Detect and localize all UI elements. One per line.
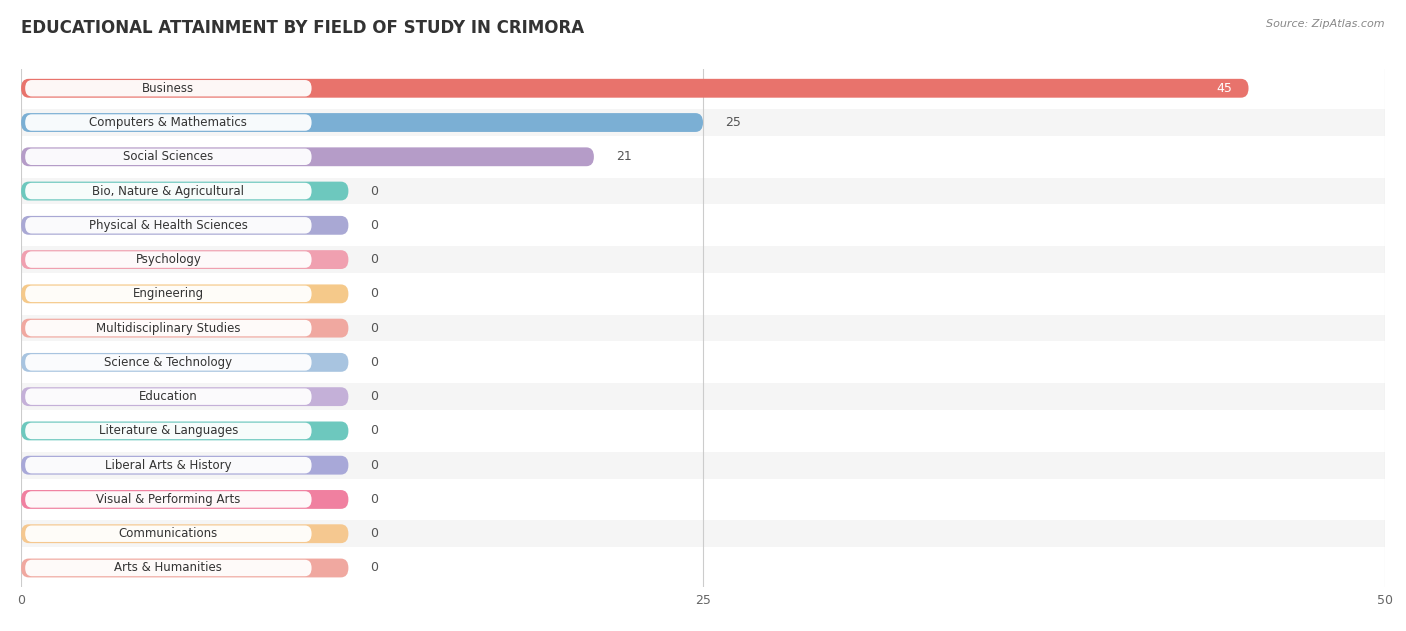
Text: 0: 0	[370, 425, 378, 437]
Text: Engineering: Engineering	[132, 287, 204, 300]
Text: Visual & Performing Arts: Visual & Performing Arts	[96, 493, 240, 506]
Text: 0: 0	[370, 493, 378, 506]
FancyBboxPatch shape	[25, 183, 312, 199]
Bar	[21, 178, 1385, 204]
Text: 0: 0	[370, 356, 378, 369]
Text: Liberal Arts & History: Liberal Arts & History	[105, 459, 232, 472]
Text: 0: 0	[370, 459, 378, 472]
FancyBboxPatch shape	[21, 182, 349, 201]
FancyBboxPatch shape	[21, 524, 349, 543]
Bar	[21, 521, 1385, 547]
Text: Computers & Mathematics: Computers & Mathematics	[90, 116, 247, 129]
FancyBboxPatch shape	[25, 354, 312, 370]
FancyBboxPatch shape	[25, 389, 312, 405]
FancyBboxPatch shape	[21, 79, 1249, 98]
FancyBboxPatch shape	[21, 148, 593, 166]
FancyBboxPatch shape	[25, 217, 312, 233]
FancyBboxPatch shape	[25, 491, 312, 508]
Text: Communications: Communications	[118, 528, 218, 540]
Bar	[21, 452, 1385, 478]
Text: Physical & Health Sciences: Physical & Health Sciences	[89, 219, 247, 232]
Text: 45: 45	[1216, 82, 1232, 95]
FancyBboxPatch shape	[21, 250, 349, 269]
Text: Bio, Nature & Agricultural: Bio, Nature & Agricultural	[93, 184, 245, 198]
Text: 25: 25	[725, 116, 741, 129]
Bar	[21, 555, 1385, 581]
FancyBboxPatch shape	[21, 456, 349, 475]
Bar	[21, 143, 1385, 170]
Bar	[21, 75, 1385, 102]
Text: Multidisciplinary Studies: Multidisciplinary Studies	[96, 322, 240, 334]
FancyBboxPatch shape	[21, 558, 349, 577]
Bar	[21, 246, 1385, 273]
FancyBboxPatch shape	[21, 216, 349, 235]
FancyBboxPatch shape	[25, 148, 312, 165]
Text: 0: 0	[370, 184, 378, 198]
FancyBboxPatch shape	[25, 251, 312, 268]
Bar	[21, 349, 1385, 375]
FancyBboxPatch shape	[25, 114, 312, 131]
FancyBboxPatch shape	[25, 286, 312, 302]
Bar	[21, 212, 1385, 239]
FancyBboxPatch shape	[21, 113, 703, 132]
Text: EDUCATIONAL ATTAINMENT BY FIELD OF STUDY IN CRIMORA: EDUCATIONAL ATTAINMENT BY FIELD OF STUDY…	[21, 19, 585, 37]
FancyBboxPatch shape	[21, 490, 349, 509]
Text: Science & Technology: Science & Technology	[104, 356, 232, 369]
FancyBboxPatch shape	[21, 353, 349, 372]
FancyBboxPatch shape	[25, 526, 312, 542]
Text: 0: 0	[370, 287, 378, 300]
Text: Literature & Languages: Literature & Languages	[98, 425, 238, 437]
Text: Business: Business	[142, 82, 194, 95]
Bar	[21, 315, 1385, 341]
FancyBboxPatch shape	[21, 285, 349, 304]
Text: 0: 0	[370, 219, 378, 232]
Text: 0: 0	[370, 562, 378, 574]
FancyBboxPatch shape	[25, 80, 312, 97]
FancyBboxPatch shape	[21, 387, 349, 406]
Bar	[21, 109, 1385, 136]
Bar	[21, 486, 1385, 513]
FancyBboxPatch shape	[25, 423, 312, 439]
Bar	[21, 383, 1385, 410]
FancyBboxPatch shape	[25, 457, 312, 473]
Text: 0: 0	[370, 253, 378, 266]
Text: 21: 21	[616, 150, 631, 163]
FancyBboxPatch shape	[25, 560, 312, 576]
Text: Education: Education	[139, 390, 198, 403]
Text: Source: ZipAtlas.com: Source: ZipAtlas.com	[1267, 19, 1385, 29]
FancyBboxPatch shape	[21, 422, 349, 440]
Text: 0: 0	[370, 322, 378, 334]
Bar	[21, 281, 1385, 307]
Text: Psychology: Psychology	[135, 253, 201, 266]
Text: 0: 0	[370, 390, 378, 403]
FancyBboxPatch shape	[25, 320, 312, 336]
Text: Arts & Humanities: Arts & Humanities	[114, 562, 222, 574]
Bar	[21, 418, 1385, 444]
FancyBboxPatch shape	[21, 319, 349, 338]
Text: Social Sciences: Social Sciences	[124, 150, 214, 163]
Text: 0: 0	[370, 528, 378, 540]
